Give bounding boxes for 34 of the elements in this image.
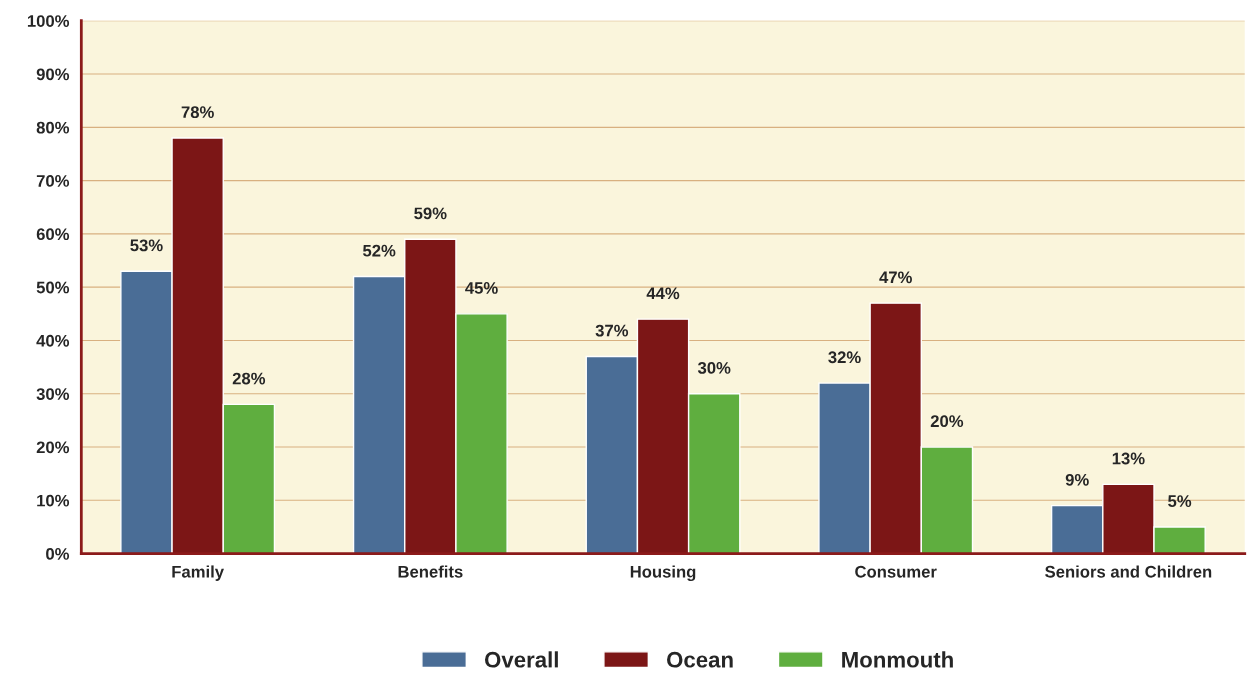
data-label: 52% [362, 244, 396, 257]
data-label: 45% [465, 282, 498, 294]
y-tick-label: 20% [36, 441, 70, 454]
data-label: 13% [1112, 452, 1145, 465]
y-tick-label: 60% [36, 228, 70, 241]
data-label: 44% [646, 287, 680, 300]
data-label: 30% [697, 361, 731, 374]
y-tick-label: 80% [36, 121, 70, 134]
data-label: 28% [232, 372, 266, 385]
y-tick-label: 90% [36, 68, 70, 81]
legend-label: Overall [485, 651, 558, 668]
data-label: 20% [930, 415, 964, 428]
data-label: 59% [414, 207, 447, 220]
y-tick-label: 10% [37, 494, 70, 507]
y-tick-label: 30% [36, 388, 70, 400]
data-label: 5% [1168, 495, 1192, 507]
data-label: 32% [828, 351, 861, 364]
x-tick-label: Benefits [398, 565, 463, 578]
x-tick-label: Family [172, 565, 224, 581]
legend-label: Monmouth [842, 651, 953, 668]
y-tick-label: 100% [27, 15, 70, 27]
y-tick-label: 70% [36, 175, 70, 187]
y-tick-label: 50% [36, 281, 70, 294]
x-tick-label: Seniors and Children [1045, 565, 1212, 578]
data-label: 37% [595, 324, 629, 337]
x-tick-label: Housing [630, 565, 696, 582]
x-tick-label: Consumer [855, 565, 937, 578]
data-label: 78% [181, 106, 214, 119]
data-label: 9% [1065, 473, 1089, 486]
data-label: 47% [879, 271, 912, 284]
data-label: 53% [130, 239, 163, 252]
legend-label: Ocean [667, 651, 733, 668]
y-tick-label: 40% [36, 334, 70, 347]
y-tick-label: 0% [46, 548, 70, 560]
